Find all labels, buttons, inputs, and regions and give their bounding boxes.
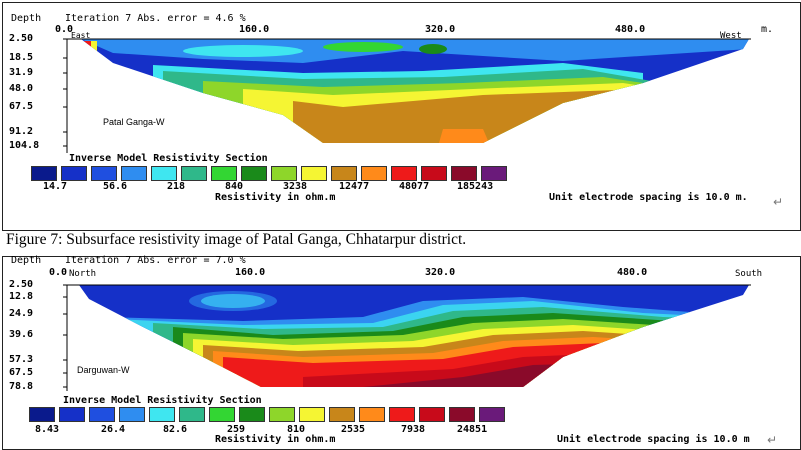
x-unit: m. — [761, 24, 774, 35]
legend-swatch — [149, 407, 175, 422]
pseudosection-fill-top — [81, 39, 749, 143]
depth-tick-1: 18.5 — [9, 52, 34, 63]
legend-value-6: 48077 — [399, 181, 430, 192]
legend-swatch — [331, 166, 357, 181]
legend-value-0: 8.43 — [35, 424, 60, 435]
legend-swatch — [59, 407, 85, 422]
legend-swatch — [449, 407, 475, 422]
legend-swatch — [421, 166, 447, 181]
resistivity-section-top: Depth Iteration 7 Abs. error = 4.6 % 0.0… — [2, 2, 801, 231]
depth-tick-0: 2.50 — [9, 33, 34, 44]
depth-tick-1: 12.8 — [9, 291, 34, 302]
legend-title: Inverse Model Resistivity Section — [69, 153, 268, 164]
direction-right: West — [720, 31, 742, 41]
legend-swatch — [151, 166, 177, 181]
direction-right: South — [735, 269, 763, 279]
depth-axis-title: Depth — [11, 255, 42, 266]
legend-swatch — [301, 166, 327, 181]
legend-swatch — [61, 166, 87, 181]
iteration-header: Iteration 7 Abs. error = 4.6 % — [65, 13, 246, 24]
depth-tick-3: 39.6 — [9, 329, 34, 340]
depth-tick-6: 104.8 — [9, 140, 40, 151]
direction-left: North — [69, 269, 97, 279]
legend-value-1: 56.6 — [103, 181, 128, 192]
site-label: Patal Ganga-W — [103, 117, 165, 127]
legend-swatch — [329, 407, 355, 422]
legend-swatch — [361, 166, 387, 181]
legend-swatch — [209, 407, 235, 422]
legend-unit: Resistivity in ohm.m — [215, 192, 336, 203]
depth-tick-4: 57.3 — [9, 354, 34, 365]
depth-tick-4: 67.5 — [9, 101, 34, 112]
legend-swatch — [29, 407, 55, 422]
x-tick-2: 320.0 — [425, 24, 456, 35]
x-tick-1: 160.0 — [239, 24, 270, 35]
end-of-cell-mark: ↵ — [767, 433, 778, 447]
depth-tick-6: 78.8 — [9, 381, 34, 392]
legend-swatch — [211, 166, 237, 181]
legend-swatch — [389, 407, 415, 422]
legend-value-2: 82.6 — [163, 424, 188, 435]
legend-swatch — [451, 166, 477, 181]
legend-swatch — [31, 166, 57, 181]
legend-swatch — [91, 166, 117, 181]
legend-value-2: 218 — [167, 181, 186, 192]
x-tick-3: 480.0 — [617, 267, 648, 278]
iteration-header: Iteration 7 Abs. error = 7.0 % — [65, 255, 246, 266]
direction-left: East — [71, 31, 91, 40]
depth-tick-2: 24.9 — [9, 308, 34, 319]
depth-tick-5: 67.5 — [9, 367, 34, 378]
x-tick-0: 0.0 — [49, 267, 68, 278]
legend-value-7: 185243 — [457, 181, 494, 192]
x-tick-1: 160.0 — [235, 267, 266, 278]
legend-swatch — [391, 166, 417, 181]
depth-tick-3: 48.0 — [9, 83, 34, 94]
legend-value-7: 24851 — [457, 424, 488, 435]
x-tick-3: 480.0 — [615, 24, 646, 35]
legend-swatch — [239, 407, 265, 422]
legend-swatch — [299, 407, 325, 422]
x-tick-0: 0.0 — [55, 24, 74, 35]
depth-tick-5: 91.2 — [9, 126, 34, 137]
legend-value-3: 259 — [227, 424, 246, 435]
legend-title: Inverse Model Resistivity Section — [63, 395, 262, 406]
legend-value-6: 7938 — [401, 424, 426, 435]
legend-swatch — [181, 166, 207, 181]
figure-caption: Figure 7: Subsurface resistivity image o… — [6, 231, 467, 248]
legend-value-1: 26.4 — [101, 424, 126, 435]
legend-value-3: 840 — [225, 181, 244, 192]
depth-axis-title: Depth — [11, 13, 42, 24]
pseudosection-fill-bottom — [79, 285, 749, 387]
legend-value-5: 2535 — [341, 424, 366, 435]
legend-value-0: 14.7 — [43, 181, 68, 192]
legend-swatch — [119, 407, 145, 422]
legend-swatch — [271, 166, 297, 181]
legend-value-4: 3238 — [283, 181, 308, 192]
legend-value-5: 12477 — [339, 181, 370, 192]
x-tick-2: 320.0 — [425, 267, 456, 278]
legend-swatch — [179, 407, 205, 422]
electrode-spacing-note: Unit electrode spacing is 10.0 m — [557, 434, 750, 445]
section-plot-bottom — [63, 284, 751, 391]
electrode-spacing-note: Unit electrode spacing is 10.0 m. — [549, 192, 748, 203]
site-label: Darguwan-W — [77, 365, 130, 375]
legend-swatch — [481, 166, 507, 181]
end-of-cell-mark: ↵ — [773, 195, 784, 209]
section-plot-top — [63, 38, 751, 153]
legend-swatch — [269, 407, 295, 422]
legend-swatch — [241, 166, 267, 181]
legend-swatch — [121, 166, 147, 181]
legend-swatch — [479, 407, 505, 422]
legend-unit: Resistivity in ohm.m — [215, 434, 336, 445]
resistivity-section-bottom: Depth Iteration 7 Abs. error = 7.0 % 0.0… — [2, 255, 801, 450]
depth-tick-0: 2.50 — [9, 279, 34, 290]
legend-swatch — [359, 407, 385, 422]
depth-tick-2: 31.9 — [9, 67, 34, 78]
legend-value-4: 810 — [287, 424, 306, 435]
legend-swatch — [419, 407, 445, 422]
legend-swatch — [89, 407, 115, 422]
